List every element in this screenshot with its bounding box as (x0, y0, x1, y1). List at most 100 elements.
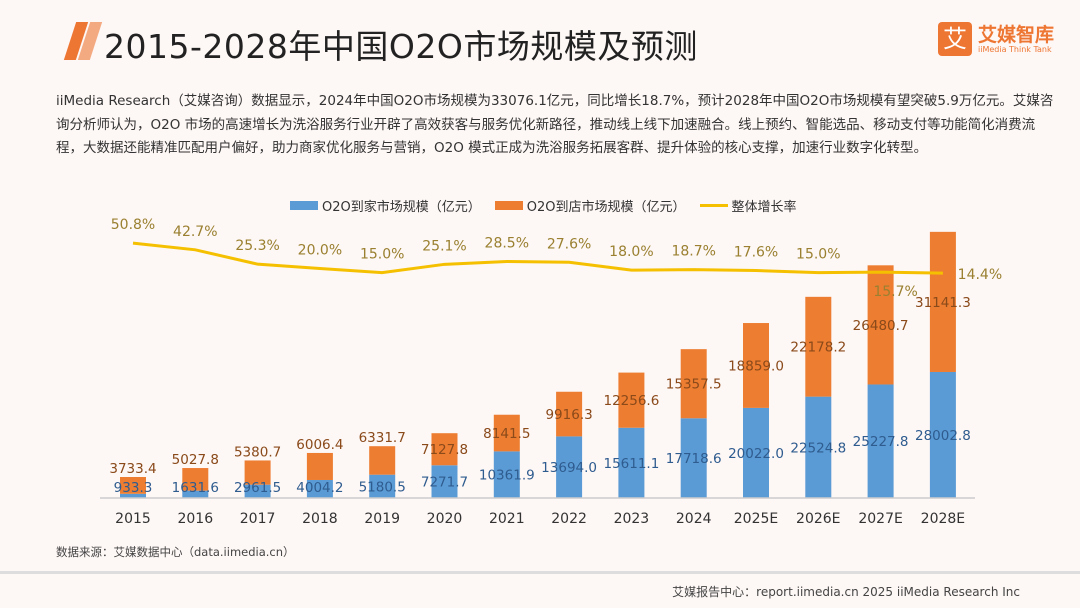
growth-label: 42.7% (173, 224, 217, 240)
legend-label: O2O到家市场规模（亿元） (322, 200, 481, 215)
bar-o2o-home (306, 479, 333, 498)
x-tick-label: 2026E (796, 511, 840, 527)
legend-item: 整体增长率 (699, 196, 797, 215)
data-label-home: 933.3 (114, 480, 153, 496)
legend: O2O到家市场规模（亿元） O2O到店市场规模（亿元） 整体增长率 (290, 196, 797, 215)
footer-divider (0, 571, 1080, 574)
legend-swatch (290, 201, 318, 210)
x-tick-label: 2023 (614, 511, 650, 527)
bar-o2o-store (680, 349, 707, 419)
bar-o2o-store (493, 414, 520, 452)
growth-label: 28.5% (485, 236, 529, 252)
data-label-store: 31141.3 (915, 295, 971, 311)
bar-o2o-store (182, 468, 209, 491)
data-label-home: 2961.5 (234, 480, 281, 496)
legend-item: O2O到家市场规模（亿元） (290, 196, 481, 215)
x-tick-label: 2018 (302, 511, 338, 527)
bar-o2o-home (929, 371, 956, 498)
data-label-home: 15611.1 (603, 456, 659, 472)
growth-label: 27.6% (547, 236, 591, 252)
growth-label: 50.8% (111, 217, 155, 233)
bar-o2o-store (929, 231, 956, 372)
summary-paragraph: iiMedia Research（艾媒咨询）数据显示，2024年中国O2O市场规… (56, 93, 1054, 156)
data-label-store: 6006.4 (296, 437, 343, 453)
x-tick-label: 2024 (676, 511, 712, 527)
data-label-home: 20022.0 (728, 446, 784, 462)
x-tick-label: 2016 (177, 511, 213, 527)
legend-label: O2O到店市场规模（亿元） (526, 200, 686, 215)
growth-line (132, 241, 943, 275)
growth-label: 15.0% (796, 247, 840, 263)
bar-o2o-home (182, 490, 209, 498)
bar-o2o-home (867, 384, 894, 498)
logo-mark: 艾 (938, 22, 972, 56)
bar-o2o-store (431, 433, 458, 466)
data-label-store: 26480.7 (853, 318, 909, 334)
bar-o2o-home (805, 396, 832, 498)
data-label-store: 15357.5 (666, 377, 722, 393)
legend-swatch (699, 204, 728, 207)
growth-label: 17.6% (734, 244, 778, 260)
bar-o2o-store (244, 460, 271, 485)
data-label-home: 1631.6 (172, 480, 219, 496)
x-tick-label: 2020 (427, 511, 463, 527)
growth-label: 18.0% (609, 244, 653, 260)
growth-label: 25.3% (235, 238, 279, 254)
logo: 艾 艾媒智库 iiMedia Think Tank (938, 22, 1054, 56)
bar-o2o-store (805, 296, 832, 397)
footer-text: 艾媒报告中心：report.iimedia.cn 2025 iiMedia Re… (672, 585, 1020, 599)
bar-o2o-store (306, 452, 333, 480)
page-title: 2015-2028年中国O2O市场规模及预测 (104, 27, 698, 66)
bar-o2o-store (618, 372, 645, 428)
x-tick-label: 2017 (240, 511, 276, 527)
x-tick-label: 2021 (489, 511, 525, 527)
data-label-store: 7127.8 (421, 442, 468, 458)
growth-label: 15.7% (873, 284, 917, 300)
bar-o2o-store (556, 391, 583, 437)
data-label-home: 17718.6 (666, 451, 722, 467)
x-tick-label: 2022 (551, 511, 587, 527)
legend-label: 整体增长率 (731, 200, 797, 215)
data-label-store: 6331.7 (359, 430, 406, 446)
growth-label: 25.1% (422, 238, 466, 254)
bar-o2o-store (120, 476, 146, 494)
data-label-home: 28002.8 (915, 428, 971, 444)
growth-label: 14.4% (958, 267, 1002, 283)
bar-o2o-home (120, 493, 146, 498)
bar-o2o-home (556, 436, 583, 498)
logo-sub: iiMedia Think Tank (978, 44, 1052, 54)
data-label-store: 3733.4 (109, 461, 156, 477)
data-label-home: 5180.5 (359, 479, 406, 495)
x-tick-label: 2028E (921, 511, 965, 527)
bar-o2o-home (618, 427, 645, 498)
growth-label: 18.7% (671, 244, 715, 260)
data-label-store: 12256.6 (603, 393, 659, 409)
bar-o2o-home (431, 465, 458, 498)
data-label-home: 4004.2 (296, 480, 343, 496)
bar-o2o-store (369, 446, 396, 475)
growth-label: 15.0% (360, 247, 404, 263)
data-label-store: 5380.7 (234, 444, 281, 460)
bar-o2o-home (244, 484, 271, 498)
bar-o2o-home (369, 474, 396, 498)
data-label-home: 7271.7 (421, 475, 468, 491)
data-label-home: 22524.8 (790, 440, 846, 456)
data-label-home: 13694.0 (541, 460, 597, 476)
data-label-store: 9916.3 (545, 407, 592, 423)
logo-text: 艾媒智库 (978, 23, 1055, 46)
data-label-store: 18859.0 (728, 358, 784, 374)
data-label-home: 25227.8 (853, 434, 909, 450)
data-label-home: 10361.9 (479, 468, 535, 484)
bar-o2o-home (680, 418, 707, 498)
data-label-store: 22178.2 (790, 340, 846, 356)
bar-o2o-store (867, 265, 894, 385)
legend-item: O2O到店市场规模（亿元） (494, 196, 686, 215)
x-tick-label: 2019 (364, 511, 400, 527)
data-label-store: 8141.5 (483, 426, 530, 442)
x-tick-label: 2025E (734, 511, 778, 527)
data-label-store: 5027.8 (172, 452, 219, 468)
x-tick-label: 2015 (115, 511, 151, 527)
x-tick-label: 2027E (858, 511, 902, 527)
growth-label: 20.0% (298, 243, 342, 259)
